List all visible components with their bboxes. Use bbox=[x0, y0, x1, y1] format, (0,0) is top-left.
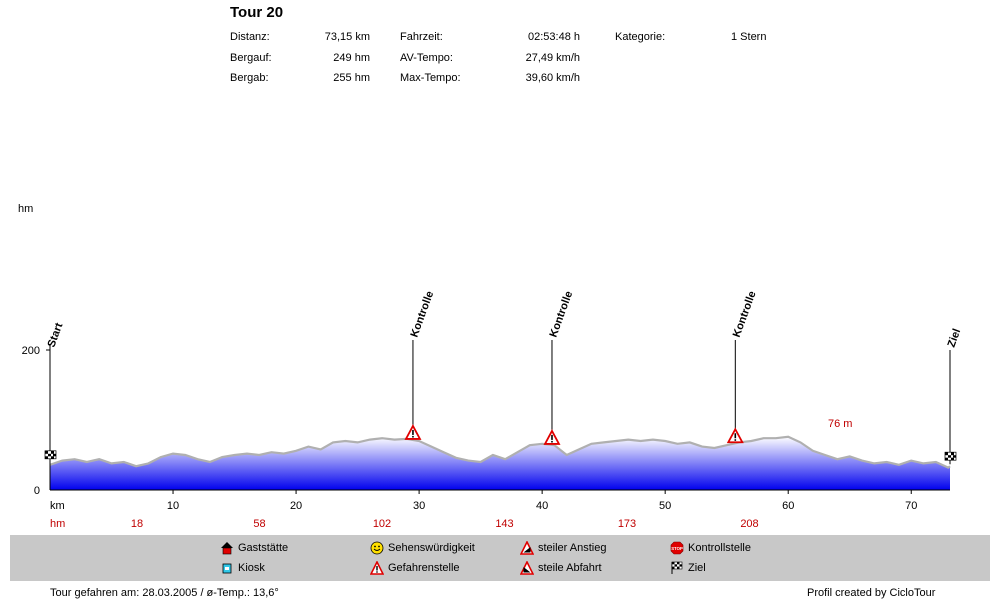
marker-label-kontrolle: Kontrolle bbox=[408, 290, 436, 339]
marker-label-start: Start bbox=[46, 321, 66, 349]
hm-row-value: 102 bbox=[373, 518, 391, 530]
stat-label-max-tempo: Max-Tempo: bbox=[400, 72, 461, 84]
tour-title: Tour 20 bbox=[230, 4, 284, 21]
x-tick-label: 20 bbox=[290, 500, 302, 512]
gefahrenstelle-icon-mark bbox=[734, 433, 737, 439]
x-axis-unit-label: km bbox=[50, 500, 65, 512]
stat-value-bergab: 255 hm bbox=[333, 72, 370, 84]
legend-label: Kiosk bbox=[238, 562, 265, 574]
hm-row-value: 58 bbox=[253, 518, 265, 530]
gefahrenstelle-icon-dot bbox=[551, 440, 553, 443]
x-tick-label: 60 bbox=[782, 500, 794, 512]
footer-credit: Profil created by CicloTour bbox=[807, 587, 936, 599]
ziel-icon bbox=[671, 561, 683, 574]
gefahrenstelle-icon-dot bbox=[734, 439, 737, 441]
ziel-flag-check bbox=[51, 450, 54, 454]
hm-row-value: 208 bbox=[740, 518, 758, 530]
legend-item-gaststaette: Gaststätte bbox=[220, 541, 288, 555]
stat-label-av-tempo: AV-Tempo: bbox=[400, 52, 453, 64]
legend-label: Gefahrenstelle bbox=[388, 562, 460, 574]
steiler-anstieg-icon bbox=[520, 541, 534, 555]
legend-label: Ziel bbox=[688, 562, 706, 574]
x-tick-label: 40 bbox=[536, 500, 548, 512]
gefahrenstelle-icon-dot bbox=[412, 435, 414, 438]
ziel-flag-check bbox=[45, 456, 48, 459]
stat-value-av-tempo: 27,49 km/h bbox=[525, 52, 580, 64]
legend-item-gefahrenstelle: Gefahrenstelle bbox=[370, 561, 460, 575]
stat-label-kategorie: Kategorie: bbox=[615, 31, 666, 43]
stat-label-distanz: Distanz: bbox=[230, 31, 270, 43]
elevation-area bbox=[50, 436, 950, 490]
legend-bar bbox=[10, 535, 990, 581]
x-tick-label: 10 bbox=[167, 500, 179, 512]
gefahrenstelle-icon-mark bbox=[551, 434, 553, 440]
ziel-flag-check bbox=[948, 455, 951, 458]
legend-label: Gaststätte bbox=[238, 542, 289, 554]
marker-label-ziel: Ziel bbox=[946, 327, 964, 349]
x-tick-label: 30 bbox=[413, 500, 425, 512]
legend-label: Kontrollstelle bbox=[688, 542, 751, 554]
sehenswuerdigkeit-icon bbox=[370, 541, 384, 555]
legend-item-kontrollstelle: STOP Kontrollstelle bbox=[670, 541, 751, 555]
steile-abfahrt-icon bbox=[520, 561, 534, 575]
legend-label: steile Abfahrt bbox=[538, 562, 602, 574]
footer-tour-info: Tour gefahren am: 28.03.2005 / ø-Temp.: … bbox=[50, 587, 279, 599]
ziel-flag-check bbox=[945, 452, 948, 456]
legend-item-kiosk: Kiosk bbox=[220, 561, 265, 575]
gaststaette-icon bbox=[221, 542, 233, 555]
legend-label: Sehenswürdigkeit bbox=[388, 542, 475, 554]
hm-row-value: 143 bbox=[495, 518, 513, 530]
ziel-flag-check bbox=[951, 457, 954, 461]
elevation-profile-chart: 0 200 km 10 20 30 40 50 60 70 hm 18 58 102 143 173 208 76… bbox=[22, 290, 964, 530]
hm-row-value: 18 bbox=[131, 518, 143, 530]
hm-row-value: 173 bbox=[618, 518, 636, 530]
elevation-outline bbox=[49, 435, 951, 469]
ziel-flag-check bbox=[945, 457, 948, 461]
max-elevation-label: 76 m bbox=[828, 418, 852, 430]
x-tick-label: 70 bbox=[905, 500, 917, 512]
stat-label-bergab: Bergab: bbox=[230, 72, 269, 84]
stat-value-max-tempo: 39,60 km/h bbox=[525, 72, 580, 84]
stat-label-fahrzeit: Fahrzeit: bbox=[400, 31, 443, 43]
ziel-flag-check bbox=[51, 456, 54, 459]
ziel-flag-check bbox=[53, 453, 56, 457]
legend-label: steiler Anstieg bbox=[538, 542, 607, 554]
ziel-flag-check bbox=[45, 450, 48, 454]
gefahrenstelle-icon bbox=[370, 561, 384, 575]
x-tick-label: 50 bbox=[659, 500, 671, 512]
y-tick-label: 200 bbox=[22, 345, 40, 357]
stat-label-bergauf: Bergauf: bbox=[230, 52, 272, 64]
y-axis-unit-label: hm bbox=[18, 203, 34, 215]
kiosk-icon bbox=[222, 563, 232, 574]
ziel-flag-check bbox=[48, 453, 51, 457]
stat-value-kategorie: 1 Stern bbox=[731, 31, 767, 43]
marker-label-kontrolle: Kontrolle bbox=[731, 290, 759, 339]
hm-row-label: hm bbox=[50, 518, 65, 530]
stat-value-bergauf: 249 hm bbox=[333, 52, 370, 64]
ziel-flag-check bbox=[951, 452, 954, 456]
legend-item-ziel: Ziel bbox=[670, 561, 706, 575]
gefahrenstelle-icon-mark bbox=[412, 429, 414, 435]
kontrollstelle-icon: STOP bbox=[670, 541, 684, 555]
legend-item-steiler-anstieg: steiler Anstieg bbox=[520, 541, 606, 555]
stat-value-distanz: 73,15 km bbox=[324, 31, 370, 43]
stat-value-fahrzeit: 02:53:48 h bbox=[528, 31, 580, 43]
legend-item-steile-abfahrt: steile Abfahrt bbox=[520, 561, 602, 575]
svg-text:STOP: STOP bbox=[671, 546, 683, 551]
y-tick-label: 0 bbox=[34, 485, 40, 497]
ziel-flag-check bbox=[953, 455, 956, 458]
marker-label-kontrolle: Kontrolle bbox=[548, 290, 576, 339]
legend-item-sehenswuerdigkeit: Sehenswürdigkeit bbox=[370, 541, 475, 555]
